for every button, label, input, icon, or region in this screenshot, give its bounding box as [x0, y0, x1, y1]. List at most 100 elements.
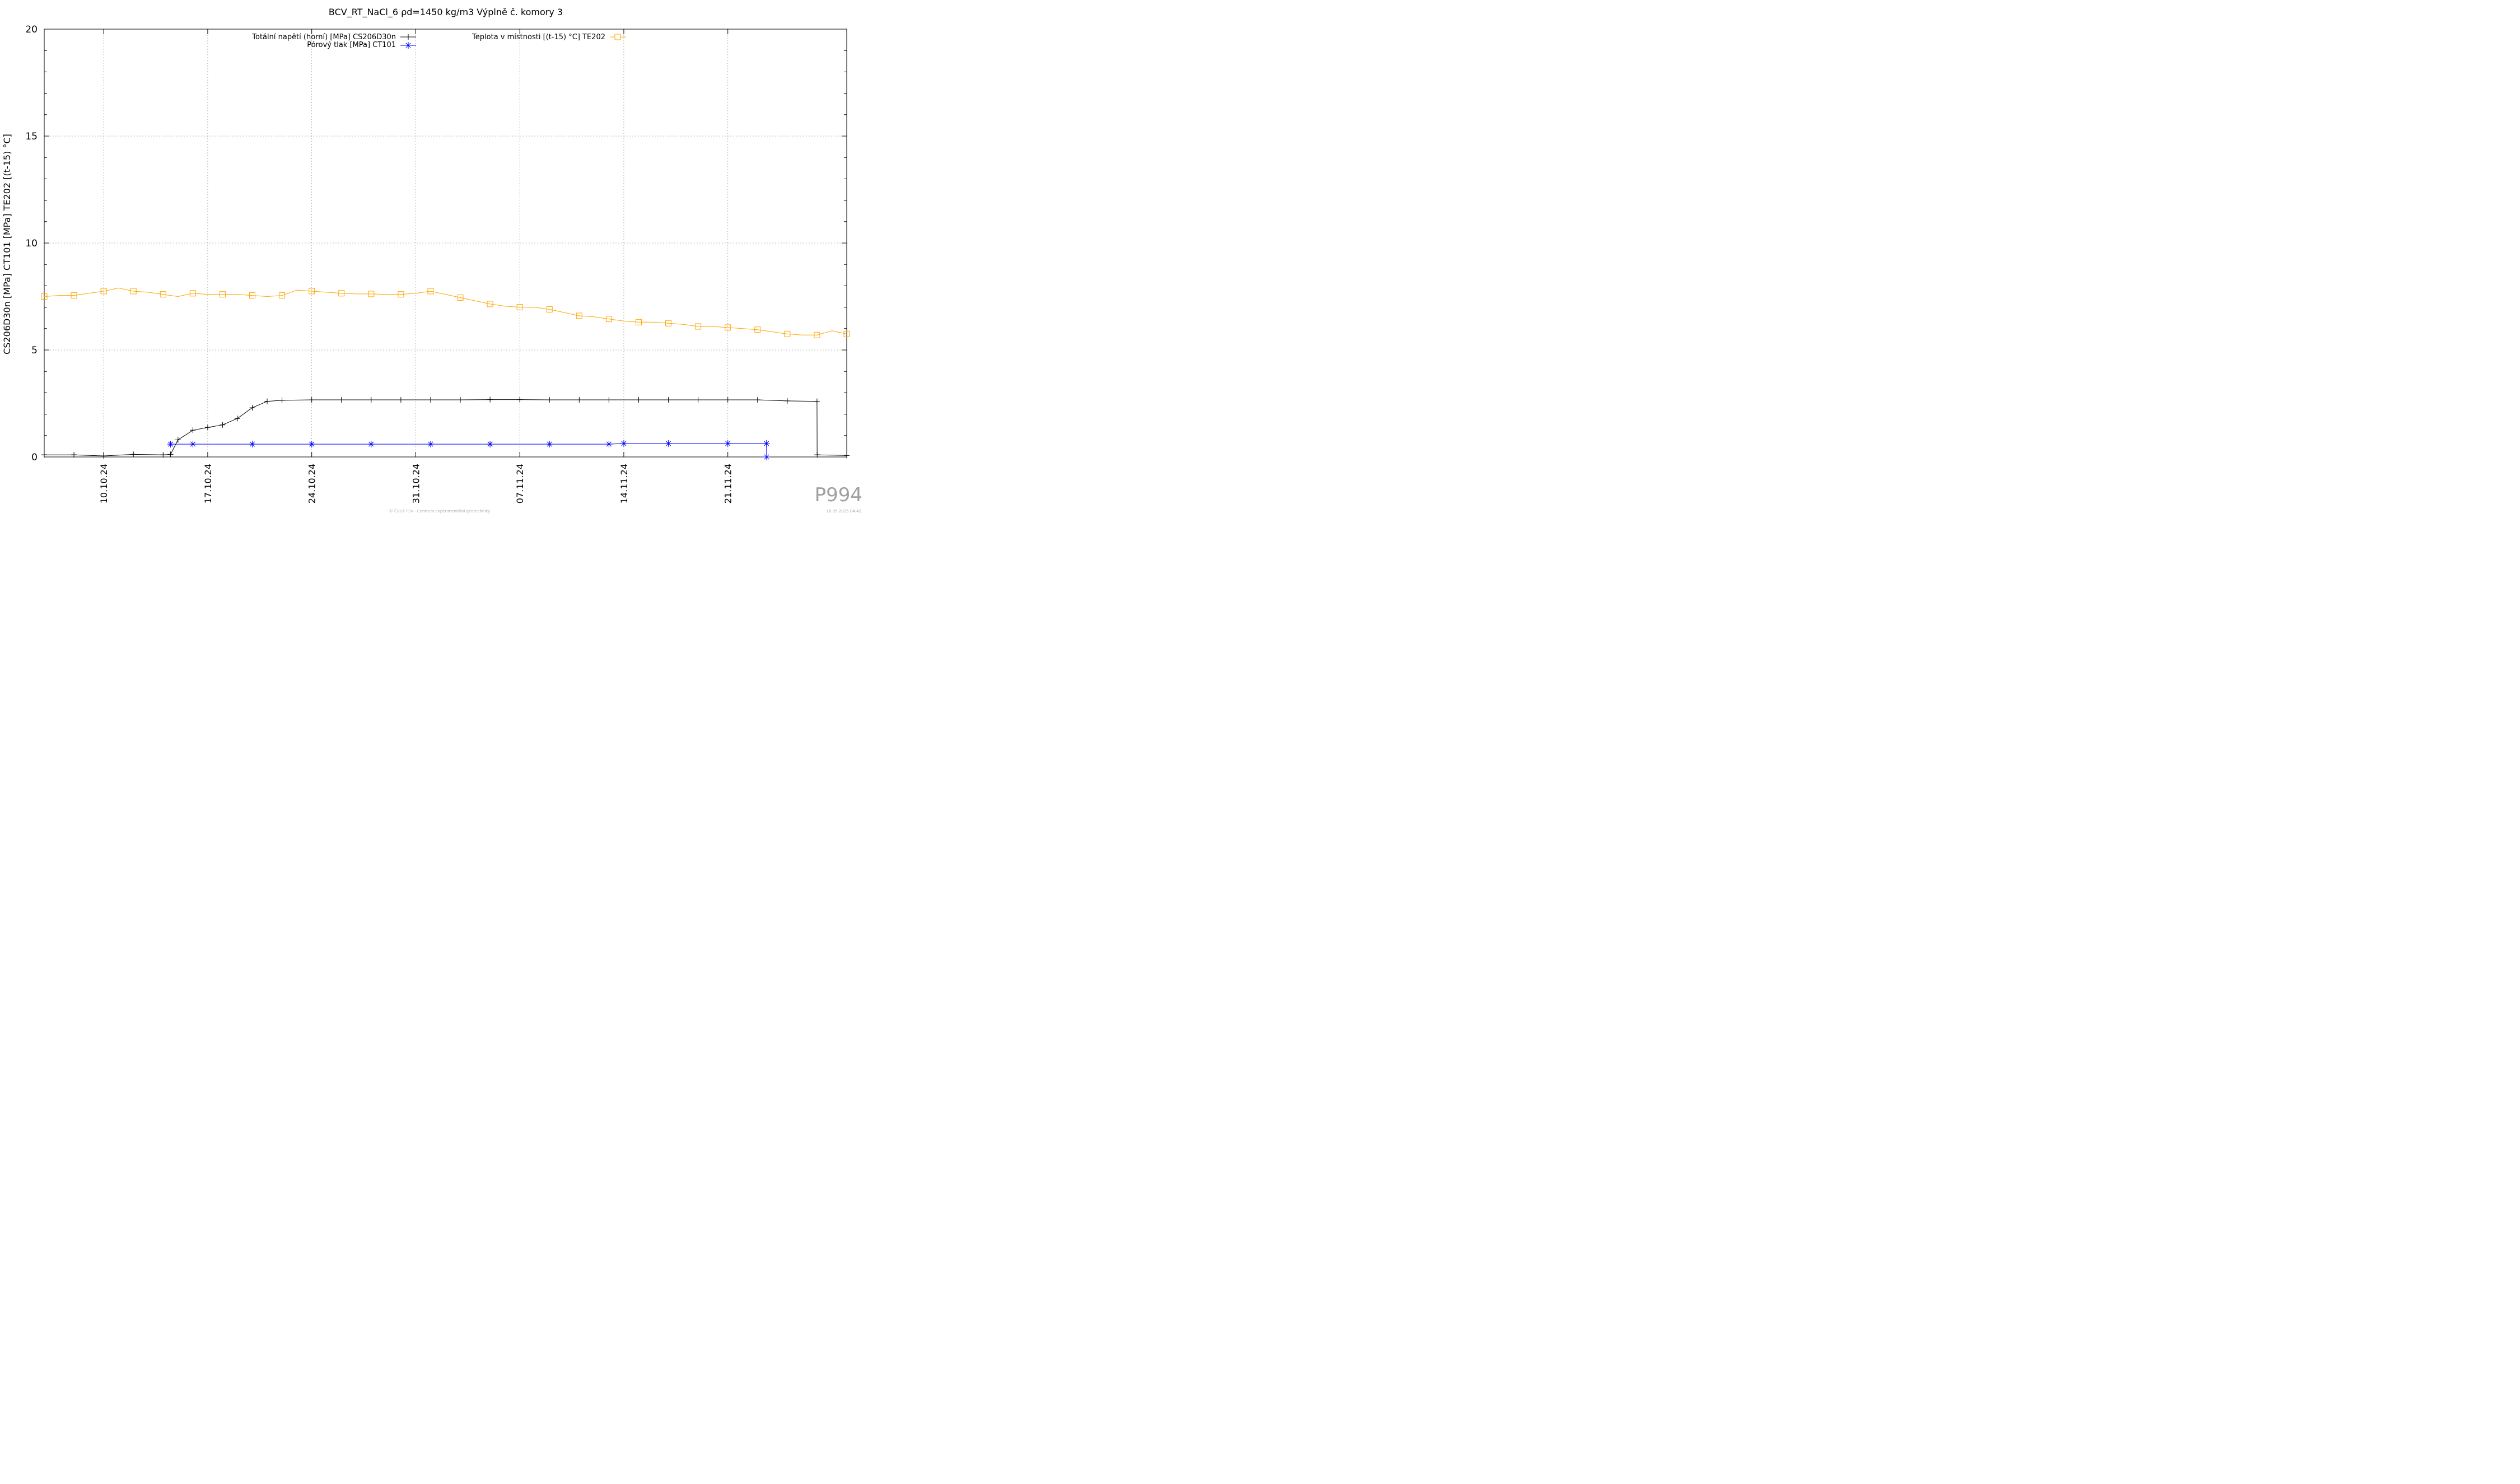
data-point [167, 451, 174, 458]
legend-label-total-stress: Totální napětí (horní) [MPa] CS206D30n [251, 33, 396, 41]
data-point [427, 397, 433, 403]
y-axis: 0 5 10 15 20 [25, 24, 847, 463]
data-point [249, 292, 256, 299]
legend-marker-pore-pressure [405, 42, 412, 49]
data-point [100, 288, 107, 295]
legend-label-pore-pressure: Pórový tlak [MPa] CT101 [307, 41, 396, 49]
data-point [695, 397, 701, 403]
data-point [189, 290, 196, 297]
data-point [264, 398, 270, 404]
y-tick-label: 0 [31, 452, 38, 463]
data-point [398, 397, 404, 403]
data-point [695, 323, 702, 330]
watermark-code: P994 [814, 484, 862, 506]
x-tick-label: 14.11.24 [619, 464, 629, 503]
series-1 [167, 440, 770, 460]
series-line-2 [44, 287, 847, 335]
data-point [367, 441, 375, 448]
data-point [724, 440, 731, 447]
data-point [41, 293, 48, 300]
data-point [398, 291, 404, 298]
data-point [814, 332, 820, 338]
data-point [725, 324, 731, 331]
data-point [338, 397, 344, 403]
data-point [427, 288, 434, 295]
y-axis-label: CS206D30n [MPa] CT101 [MPa] TE202 [(t-15… [2, 134, 12, 354]
y-tick-label: 10 [25, 238, 38, 249]
data-point [620, 440, 627, 447]
data-point [130, 288, 137, 295]
data-point [309, 288, 315, 295]
series-line-1 [170, 443, 767, 458]
data-point [160, 452, 166, 458]
x-tick-label: 21.11.24 [723, 464, 734, 503]
data-point [427, 441, 434, 448]
data-point [487, 301, 493, 307]
data-point [458, 397, 464, 403]
watermark-copyright: © ČVUT FSv - Centrum experimentální geot… [389, 509, 491, 514]
x-tick-label: 31.10.24 [410, 464, 421, 503]
data-point [754, 397, 760, 403]
data-point [487, 441, 494, 448]
series-2 [41, 287, 850, 338]
data-point [665, 440, 672, 447]
data-point [279, 397, 285, 403]
data-point [204, 424, 211, 431]
data-point [71, 292, 77, 299]
data-point [71, 452, 77, 458]
data-point [784, 398, 790, 404]
data-point [220, 422, 226, 428]
data-point [844, 452, 850, 459]
data-point [814, 452, 820, 458]
data-point [368, 291, 375, 297]
data-point [368, 397, 374, 403]
data-point [784, 330, 791, 337]
data-point [249, 405, 255, 411]
data-point [547, 397, 553, 403]
data-point [754, 326, 761, 333]
data-point [665, 397, 671, 403]
x-tick-label: 07.11.24 [515, 464, 525, 503]
data-point [457, 294, 464, 301]
data-point [843, 330, 850, 337]
data-point [338, 290, 345, 297]
data-point [576, 312, 582, 319]
y-tick-label: 5 [31, 345, 38, 356]
data-point [605, 441, 613, 448]
data-point [576, 397, 582, 403]
data-point [636, 397, 642, 403]
data-point [234, 416, 240, 422]
data-point [279, 292, 286, 299]
data-point [249, 441, 256, 448]
data-point [160, 291, 166, 298]
data-point [606, 397, 612, 403]
data-point [190, 427, 196, 433]
data-point [41, 452, 47, 458]
data-point [814, 398, 820, 404]
data-point [309, 397, 315, 403]
data-point [665, 320, 672, 326]
y-tick-label: 15 [25, 131, 38, 142]
legend-marker-total-stress [405, 34, 411, 40]
legend: Totální napětí (horní) [MPa] CS206D30n P… [251, 33, 626, 49]
legend-label-room-temperature: Teplota v místnosti [(t-15) °C] TE202 [472, 33, 605, 41]
x-tick-label: 24.10.24 [307, 464, 318, 503]
data-point [308, 441, 315, 448]
data-point [516, 304, 523, 311]
data-point [725, 397, 731, 403]
x-axis: 10.10.24 17.10.24 24.10.24 31.10.24 07.11.24… [99, 29, 734, 503]
series-line-0 [44, 399, 847, 456]
x-tick-label: 10.10.24 [99, 464, 109, 503]
chart: BCV_RT_NaCl_6 ρd=1450 kg/m3 Výplně č. ko… [2, 7, 850, 503]
data-point [546, 306, 553, 312]
legend-marker-room-temperature [614, 34, 621, 40]
watermark-timestamp: 10.05.2025 04:42 [826, 509, 861, 514]
x-tick-label: 17.10.24 [203, 464, 213, 503]
chart-title: BCV_RT_NaCl_6 ρd=1450 kg/m3 Výplně č. ko… [329, 7, 563, 18]
y-tick-label: 20 [25, 24, 38, 35]
data-point [130, 451, 137, 458]
data-point [605, 316, 612, 323]
data-point [175, 437, 181, 443]
data-point [517, 396, 523, 403]
grid [44, 29, 847, 457]
